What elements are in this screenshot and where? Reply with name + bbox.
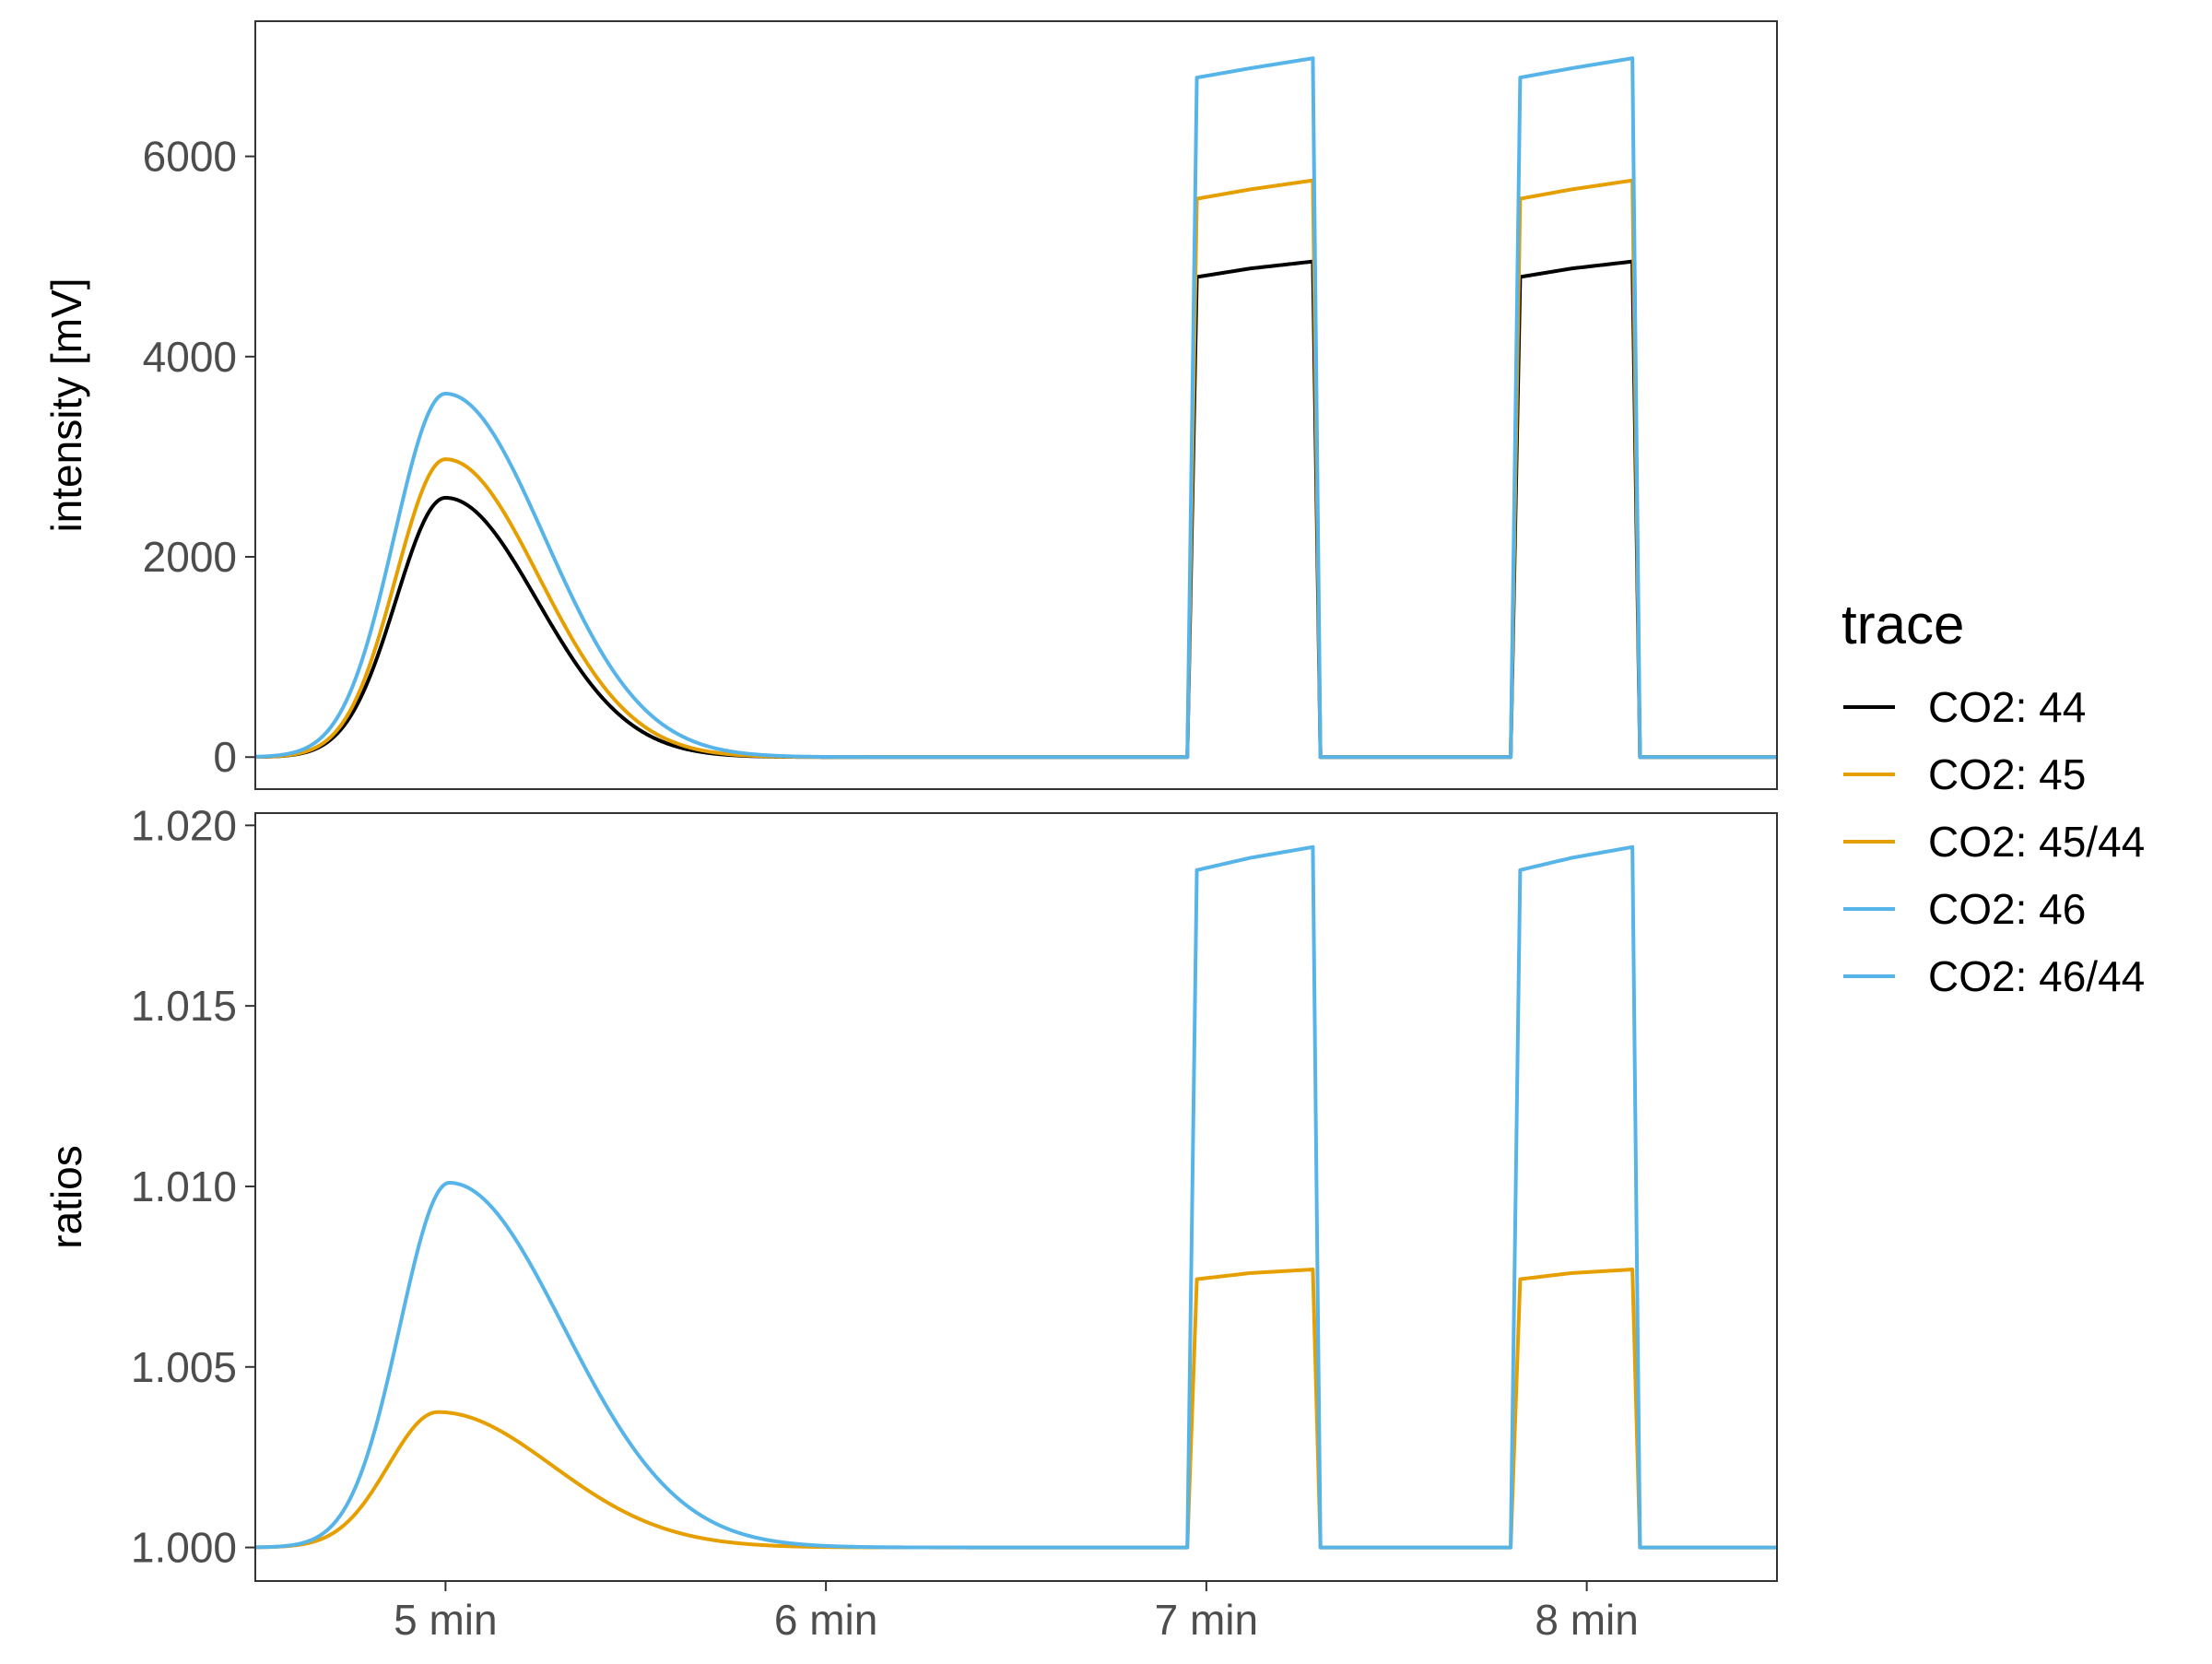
y-tick-label: 1.010 bbox=[131, 1162, 237, 1210]
legend-entry: CO2: 44 bbox=[1843, 683, 2086, 731]
series-line-co2-46 bbox=[255, 56, 1777, 760]
y-tick-label: 6000 bbox=[143, 133, 237, 181]
x-tick-label: 6 min bbox=[774, 1596, 877, 1644]
y-tick-label: 1.005 bbox=[131, 1343, 237, 1391]
legend: trace CO2: 44 CO2: 45 CO2: 45/44 CO2: 46 CO2:… bbox=[1841, 594, 2145, 1000]
y-axis-title: ratios bbox=[42, 1145, 90, 1248]
y-tick-label: 2000 bbox=[143, 533, 237, 581]
legend-label: CO2: 45/44 bbox=[1928, 818, 2145, 866]
y-tick-label: 1.015 bbox=[131, 982, 237, 1030]
y-tick-label: 4000 bbox=[143, 333, 237, 381]
y-tick-label: 0 bbox=[213, 733, 237, 781]
legend-label: CO2: 46 bbox=[1928, 885, 2086, 933]
series-line-co2-45-44 bbox=[255, 1268, 1777, 1550]
legend-title: trace bbox=[1841, 594, 1964, 655]
legend-label: CO2: 44 bbox=[1928, 683, 2086, 731]
panel-border bbox=[254, 20, 1778, 790]
y-axis-title: intensity [mV] bbox=[42, 277, 90, 532]
x-tick-label: 7 min bbox=[1155, 1596, 1258, 1644]
x-tick-label: 5 min bbox=[394, 1596, 497, 1644]
y-tick-label: 1.020 bbox=[131, 801, 237, 849]
x-tick-label: 8 min bbox=[1535, 1596, 1638, 1644]
series-lines bbox=[255, 844, 1777, 1550]
panel-border bbox=[254, 812, 1778, 1582]
legend-label: CO2: 45 bbox=[1928, 750, 2086, 798]
legend-entry: CO2: 45 bbox=[1843, 750, 2086, 798]
y-tick-label: 1.000 bbox=[131, 1524, 237, 1572]
series-lines bbox=[255, 56, 1777, 760]
panel-ratios: 1.000 1.005 1.010 1.015 1.020 ratios 5 min 6 mi… bbox=[42, 801, 1778, 1644]
series-line-co2-46-44 bbox=[255, 844, 1777, 1550]
legend-entry: CO2: 46 bbox=[1843, 885, 2086, 933]
panel-intensity: 0 2000 4000 6000 intensity [mV] bbox=[42, 20, 1778, 790]
legend-entry: CO2: 46/44 bbox=[1843, 952, 2145, 1000]
series-line-co2-44 bbox=[255, 259, 1777, 760]
series-line-co2-45 bbox=[255, 178, 1777, 760]
legend-label: CO2: 46/44 bbox=[1928, 952, 2145, 1000]
legend-entry: CO2: 45/44 bbox=[1843, 818, 2145, 866]
